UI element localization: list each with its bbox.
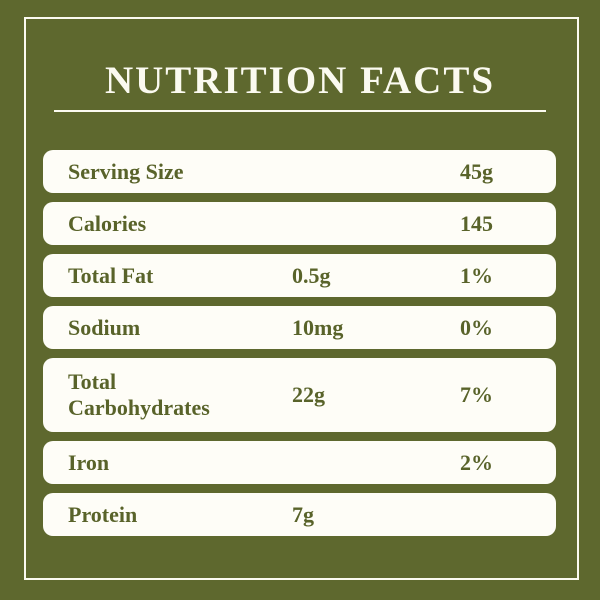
nutrient-daily-value: 7% (460, 382, 493, 407)
table-row: Total Carbohydrates 22g 7% (43, 358, 556, 432)
table-row: Protein 7g (43, 493, 556, 536)
table-row: Calories 145 (43, 202, 556, 245)
nutrient-amount: 0.5g (292, 262, 331, 288)
nutrient-daily-value: 145 (460, 210, 493, 236)
nutrient-amount: 10mg (292, 314, 344, 340)
nutrient-label: Total Fat (68, 262, 154, 288)
label-header: NUTRITION FACTS (0, 58, 600, 112)
nutrition-table: Serving Size 45g Calories 145 Total Fat … (43, 150, 556, 536)
page-title: NUTRITION FACTS (104, 59, 496, 102)
nutrient-amount: 22g (292, 382, 325, 407)
nutrient-daily-value: 0% (460, 314, 493, 340)
nutrient-daily-value: 2% (460, 449, 493, 475)
nutrient-label: Serving Size (68, 158, 184, 184)
nutrient-label: Iron (68, 449, 110, 475)
nutrient-label: Protein (68, 501, 138, 527)
nutrient-amount: 7g (292, 501, 314, 527)
nutrition-label-frame (24, 17, 579, 580)
table-row: Serving Size 45g (43, 150, 556, 193)
table-row: Iron 2% (43, 441, 556, 484)
table-row: Total Fat 0.5g 1% (43, 254, 556, 297)
nutrient-daily-value: 45g (460, 158, 493, 184)
nutrient-daily-value: 1% (460, 262, 493, 288)
nutrient-label: Sodium (68, 314, 141, 340)
nutrient-label: Total Carbohydrates (68, 369, 210, 420)
nutrient-label: Calories (68, 210, 147, 236)
title-underline (54, 110, 546, 112)
table-row: Sodium 10mg 0% (43, 306, 556, 349)
